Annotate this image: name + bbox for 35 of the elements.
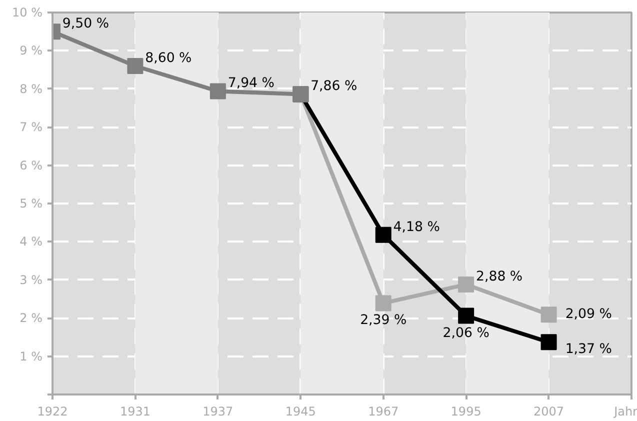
point <box>458 308 474 324</box>
point <box>127 58 144 74</box>
y-tick-label: 7 % <box>20 120 43 134</box>
point <box>458 276 474 292</box>
data-label: 2,09 % <box>565 307 612 322</box>
y-tick-label: 6 % <box>20 158 43 172</box>
point <box>375 295 392 312</box>
y-tick-label: 4 % <box>20 234 43 249</box>
x-tick-label: 2007 <box>534 404 564 418</box>
x-tick-label: 1945 <box>285 404 316 418</box>
data-label: 4,18 % <box>393 220 440 235</box>
data-label: 7,86 % <box>310 79 358 94</box>
data-label: 2,88 % <box>476 269 523 284</box>
data-label: 9,50 % <box>62 16 110 32</box>
point <box>540 334 557 350</box>
y-tick-label: 9 % <box>20 44 43 58</box>
data-label: 2,39 % <box>360 313 407 328</box>
y-tick-label: 2 % <box>20 311 43 326</box>
x-tick-label: 1967 <box>368 404 399 418</box>
point <box>375 226 392 243</box>
y-tick-label: 8 % <box>20 82 43 96</box>
x-tick-label: 1931 <box>120 404 150 418</box>
data-label: 1,37 % <box>565 342 612 358</box>
y-tick-label: 5 % <box>20 196 43 210</box>
y-tick-label: 10 % <box>12 6 43 20</box>
y-tick-label: 3 % <box>20 272 43 287</box>
data-label: 8,60 % <box>145 50 192 66</box>
data-label: 7,94 % <box>228 76 274 92</box>
x-tick-label: 1922 <box>37 404 68 418</box>
point <box>210 83 226 100</box>
y-tick-label: 1 % <box>20 349 43 364</box>
x-tick-label: 1995 <box>450 404 482 418</box>
point <box>540 306 557 323</box>
data-label: 2,06 % <box>442 326 490 341</box>
x-tick-label: 1937 <box>202 404 234 418</box>
